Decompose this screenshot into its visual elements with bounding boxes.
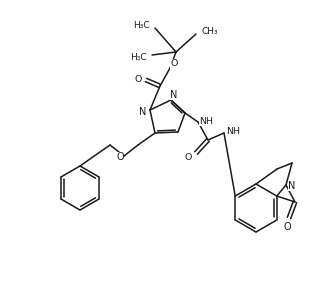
Text: NH: NH	[226, 128, 240, 136]
Text: NH: NH	[199, 117, 213, 126]
Text: O: O	[184, 154, 192, 163]
Text: O: O	[170, 60, 178, 69]
Text: O: O	[134, 74, 142, 84]
Text: N: N	[288, 181, 296, 191]
Text: N: N	[139, 107, 147, 117]
Text: O: O	[283, 222, 291, 232]
Text: O: O	[116, 152, 124, 162]
Text: H₃C: H₃C	[130, 53, 146, 62]
Text: H₃C: H₃C	[133, 22, 149, 30]
Text: N: N	[170, 90, 178, 100]
Text: CH₃: CH₃	[202, 27, 218, 36]
